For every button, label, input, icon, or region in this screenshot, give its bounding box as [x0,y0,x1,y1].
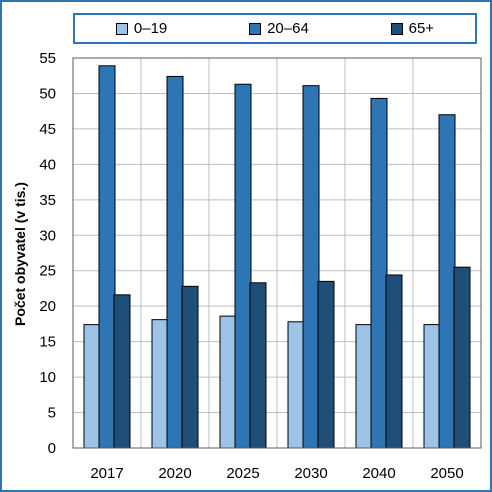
bar-2025-series-1 [234,83,252,449]
x-tick-label: 2050 [430,465,463,482]
bar-2030-series-2 [317,280,335,449]
x-tick-label: 2017 [90,465,123,482]
legend-label-20-64: 20–64 [267,20,309,37]
y-axis-ticks: 0 5 10 15 20 25 30 35 40 45 50 55 [39,50,56,457]
bar-2050-series-1 [438,114,456,449]
bar-2050-series-2 [453,266,471,449]
y-tick-label: 5 [48,405,56,422]
y-tick-label: 40 [39,156,56,173]
y-axis-label: Počet obyvatel (v tis.) [12,182,28,326]
legend-item-0-19: 0–19 [115,20,168,37]
legend-swatch-65-plus [390,22,403,35]
bar-2020-series-0 [151,319,169,449]
x-tick-label: 2025 [226,465,259,482]
y-tick-label: 35 [39,192,56,209]
bar-2017-series-0 [83,324,101,449]
gridlines [73,57,481,449]
bar-2020-series-2 [181,285,199,449]
bar-2025-series-2 [249,282,267,449]
x-tick-label: 2040 [362,465,395,482]
legend-label-65-plus: 65+ [408,20,435,37]
bar-2030-series-1 [302,85,320,449]
y-tick-label: 10 [39,369,56,386]
bars [83,65,471,449]
bar-2025-series-0 [219,315,237,449]
bar-2017-series-1 [98,65,116,449]
y-tick-label: 50 [39,85,56,102]
bar-2050-series-0 [423,324,441,449]
bar-2020-series-1 [166,75,184,449]
legend-swatch-0-19 [115,22,128,35]
bar-2017-series-2 [113,294,131,449]
x-axis-ticks: 2017 2020 2025 2030 2040 2050 [90,465,463,482]
legend-item-20-64: 20–64 [249,20,309,37]
legend-item-65-plus: 65+ [390,20,435,37]
y-tick-label: 30 [39,227,56,244]
y-tick-label: 55 [39,50,56,67]
legend-swatch-20-64 [249,22,262,35]
y-tick-label: 45 [39,121,56,138]
plot-area-border [72,57,482,449]
bar-2040-series-0 [355,324,373,449]
y-tick-label: 25 [39,263,56,280]
y-tick-label: 20 [39,298,56,315]
bar-2030-series-0 [287,321,305,449]
bar-2040-series-2 [385,274,403,449]
x-tick-label: 2030 [294,465,327,482]
y-tick-label: 0 [48,440,56,457]
legend: 0–19 20–64 65+ [73,13,477,44]
legend-label-0-19: 0–19 [133,20,168,37]
y-tick-label: 15 [39,334,56,351]
x-tick-label: 2020 [158,465,191,482]
bar-2040-series-1 [370,97,388,449]
